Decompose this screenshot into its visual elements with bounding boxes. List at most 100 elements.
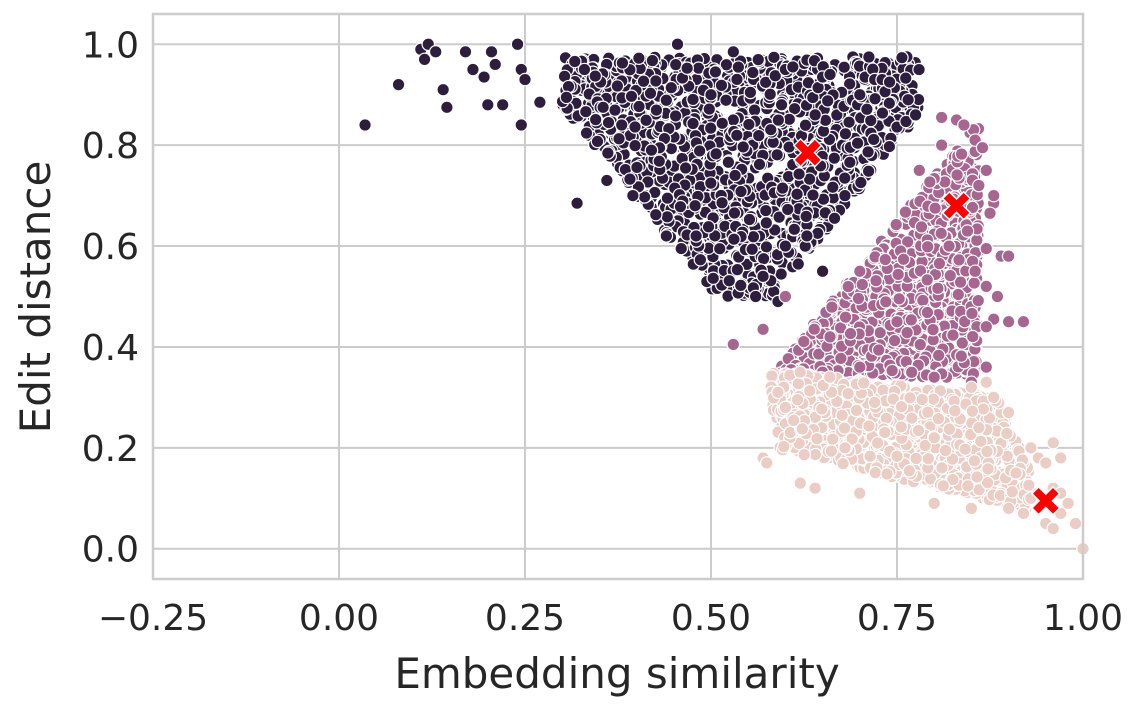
- cluster-light-point: [836, 456, 850, 471]
- cluster-dark-point: [742, 212, 757, 227]
- cluster-mid-point: [838, 310, 853, 324]
- cluster-dark-point: [458, 45, 473, 59]
- cluster-dark-point: [861, 164, 876, 179]
- cluster-dark-point: [830, 108, 844, 122]
- cluster-mid-point: [913, 337, 928, 352]
- cluster-light-point: [814, 402, 829, 416]
- cluster-mid-point: [871, 343, 886, 357]
- cluster-light-point: [905, 411, 919, 426]
- cluster-dark-point: [868, 91, 882, 106]
- cluster-mid-point: [957, 118, 971, 132]
- cluster-dark-point: [628, 138, 642, 153]
- cluster-light-point: [961, 479, 975, 493]
- cluster-light-point: [790, 392, 805, 407]
- cluster-dark-point: [610, 79, 625, 93]
- cluster-mid-point: [954, 349, 969, 363]
- cluster-mid-point: [843, 326, 858, 341]
- cluster-light-point: [793, 365, 808, 379]
- cluster-light-point: [894, 399, 909, 414]
- cluster-dark-point: [838, 127, 853, 141]
- cluster-mid-point: [796, 334, 811, 349]
- cluster-mid-point: [890, 314, 904, 329]
- cluster-dark-point: [792, 167, 806, 181]
- cluster-light-point: [795, 422, 810, 436]
- cluster-dark-point: [659, 93, 674, 108]
- cluster-dark-point: [734, 184, 748, 199]
- cluster-dark-point: [731, 60, 746, 74]
- x-tick-label: 0.00: [299, 598, 379, 639]
- cluster-mid-point: [967, 276, 981, 290]
- cluster-mid-point: [942, 239, 956, 253]
- cluster-dark-point: [799, 209, 813, 224]
- cluster-dark-point: [626, 188, 640, 203]
- cluster-dark-point: [843, 155, 857, 170]
- cluster-dark-point: [596, 100, 610, 115]
- cluster-light-point: [1068, 516, 1083, 531]
- cluster-dark-point: [763, 87, 777, 102]
- cluster-light-point: [986, 390, 1001, 405]
- cluster-dark-point: [614, 118, 629, 132]
- cluster-light-point: [837, 421, 852, 435]
- cluster-mid-point: [950, 168, 964, 182]
- x-axis-title: Embedding similarity: [394, 649, 839, 698]
- cluster-light-point: [849, 403, 864, 418]
- cluster-dark-point: [786, 60, 800, 74]
- cluster-mid-point: [855, 277, 870, 292]
- cluster-dark-point: [601, 146, 615, 160]
- cluster-light-point: [980, 444, 994, 459]
- cluster-light-point: [903, 391, 917, 405]
- cluster-light-point: [976, 402, 991, 416]
- x-tick-label: 0.75: [857, 598, 937, 639]
- cluster-dark-point: [358, 118, 372, 132]
- cluster-dark-point: [533, 95, 547, 110]
- cluster-dark-point: [808, 108, 822, 122]
- cluster-light-point: [1001, 405, 1016, 420]
- cluster-mid-point: [971, 293, 986, 308]
- cluster-dark-point: [866, 132, 881, 147]
- cluster-mid-point: [834, 351, 848, 366]
- cluster-dark-point: [772, 210, 786, 224]
- cluster-dark-point: [908, 108, 923, 122]
- cluster-dark-point: [674, 241, 689, 256]
- centroid-mid: [941, 190, 972, 221]
- cluster-mid-point: [979, 163, 994, 178]
- cluster-dark-point: [649, 103, 664, 117]
- cluster-mid-point: [912, 163, 927, 178]
- cluster-dark-point: [709, 147, 723, 161]
- cluster-dark-point: [579, 126, 594, 140]
- cluster-light-point: [909, 451, 924, 466]
- cluster-dark-point: [600, 173, 614, 188]
- cluster-dark-point: [680, 61, 694, 75]
- cluster-dark-point: [875, 106, 890, 120]
- cluster-dark-point: [686, 116, 700, 131]
- cluster-dark-point: [436, 82, 450, 97]
- cluster-light-point: [822, 370, 837, 384]
- cluster-mid-point: [904, 365, 919, 380]
- cluster-dark-point: [842, 115, 856, 130]
- cluster-light-point: [1046, 521, 1061, 536]
- cluster-dark-point: [712, 241, 727, 256]
- cluster-mid-point: [726, 337, 741, 352]
- cluster-mid-point: [851, 291, 866, 306]
- cluster-dark-point: [863, 113, 878, 128]
- cluster-mid-point: [869, 273, 883, 288]
- cluster-dark-point: [842, 77, 857, 91]
- cluster-mid-point: [979, 360, 994, 374]
- cluster-dark-point: [659, 229, 674, 243]
- cluster-light-point: [825, 432, 840, 446]
- cluster-mid-point: [979, 279, 994, 294]
- cluster-dark-point: [648, 74, 663, 88]
- cluster-dark-point: [514, 118, 529, 132]
- cluster-dark-point: [590, 134, 605, 149]
- cluster-dark-point: [852, 87, 867, 102]
- cluster-dark-point: [825, 180, 840, 195]
- cluster-light-point: [1009, 466, 1023, 480]
- cluster-dark-point: [608, 103, 622, 117]
- cluster-mid-point: [920, 305, 935, 320]
- cluster-mid-point: [931, 281, 945, 296]
- cluster-dark-point: [428, 45, 443, 59]
- cluster-dark-point: [823, 67, 837, 82]
- cluster-dark-point: [758, 203, 773, 218]
- cluster-dark-point: [791, 257, 806, 271]
- cluster-mid-point: [756, 322, 770, 337]
